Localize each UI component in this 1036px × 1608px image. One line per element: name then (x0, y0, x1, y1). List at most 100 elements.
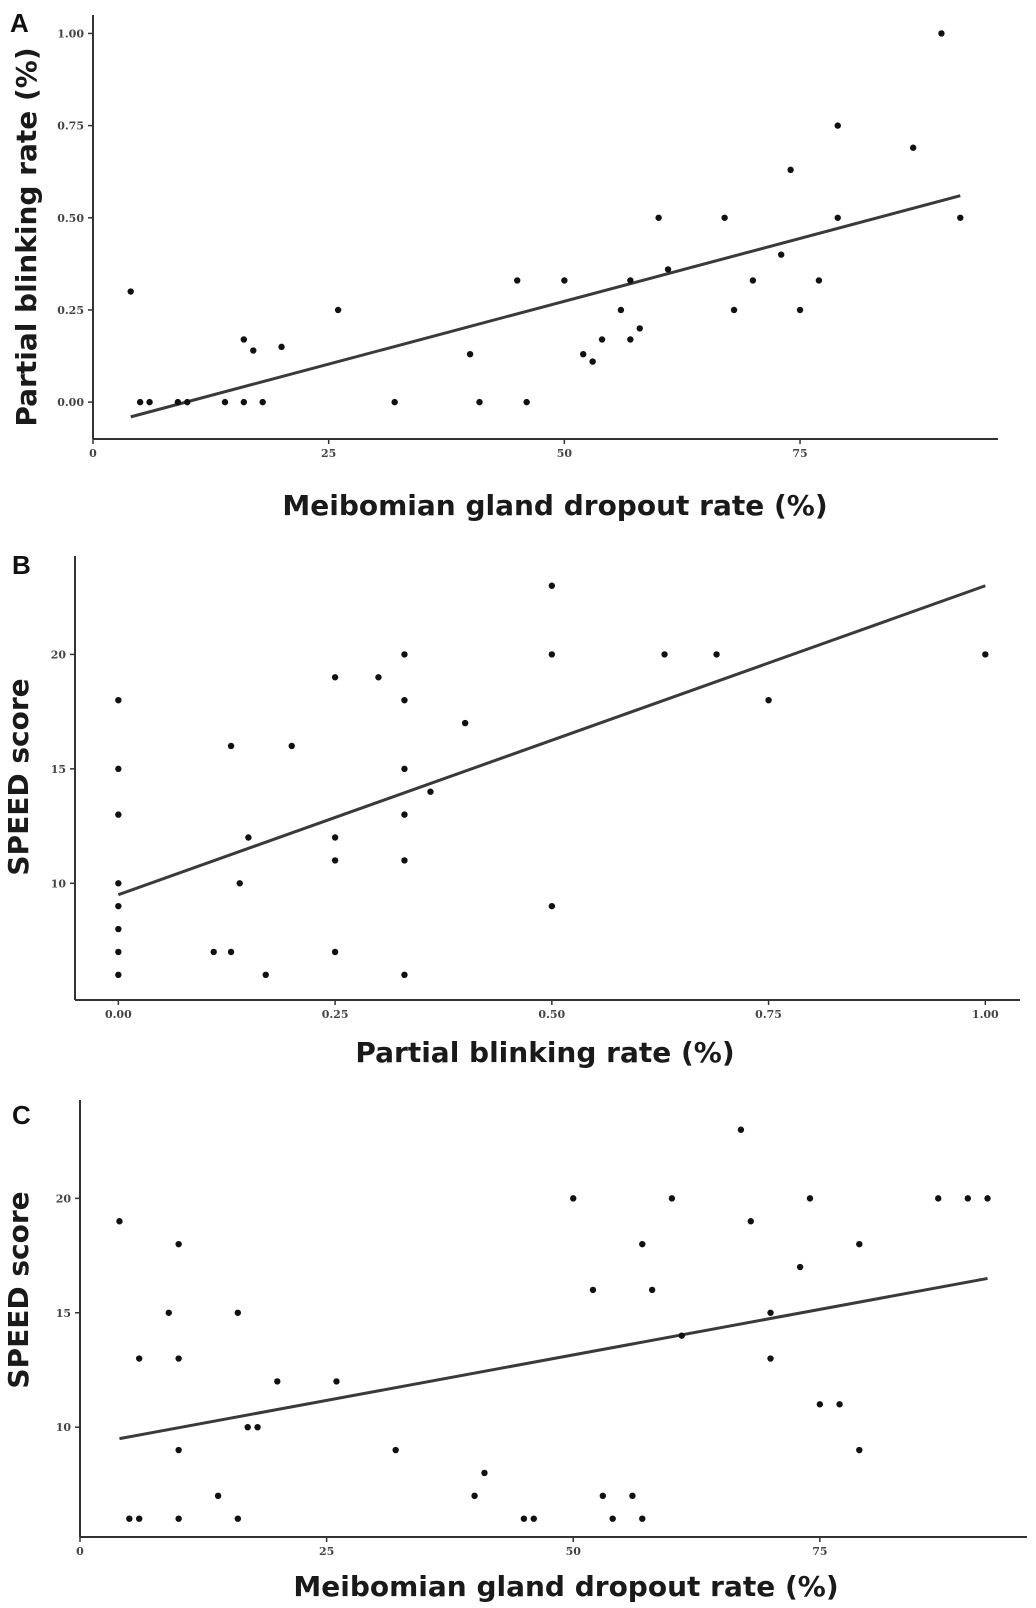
x-tick-label: 0.00 (105, 1008, 132, 1021)
y-tick-label: 10 (51, 877, 67, 890)
data-point (655, 214, 662, 221)
y-tick-label: 0.00 (57, 396, 84, 409)
data-point (401, 696, 408, 704)
panel-a: A 0 25 50 75 0.00 0.25 0.50 0.75 1.00 Meibomian … (10, 8, 998, 522)
data-point (331, 674, 339, 681)
data-point (935, 1195, 942, 1202)
data-point (244, 1423, 251, 1431)
x-axis-title-b: Partial blinking rate (%) (355, 1036, 734, 1069)
data-point (476, 398, 483, 406)
data-point (115, 971, 122, 979)
data-point (115, 696, 122, 704)
data-point (777, 251, 785, 258)
data-point (401, 765, 408, 773)
data-point (668, 1195, 676, 1202)
data-point (520, 1515, 528, 1522)
data-point (375, 674, 382, 681)
data-point (639, 1240, 646, 1248)
data-point (787, 166, 794, 174)
data-point (661, 651, 668, 658)
data-point (146, 398, 153, 406)
y-axis-title-a: Partial blinking rate (%) (10, 47, 43, 426)
data-point (175, 1515, 182, 1522)
x-axis-title-c: Meibomian gland dropout rate (%) (293, 1570, 838, 1603)
y-tick-label: 1.00 (57, 27, 84, 40)
data-point (115, 925, 122, 933)
data-point (331, 857, 339, 864)
data-point (331, 948, 339, 956)
x-tick-label: 75 (812, 1545, 827, 1558)
data-point (401, 857, 408, 864)
data-point (221, 398, 229, 406)
x-tick-label: 0.75 (755, 1008, 782, 1021)
x-axis-title-a: Meibomian gland dropout rate (%) (282, 489, 827, 522)
data-point (856, 1240, 863, 1248)
y-tick-label: 10 (56, 1421, 72, 1434)
data-point (629, 1492, 636, 1500)
data-point (127, 288, 134, 295)
data-point (175, 1240, 182, 1248)
data-point (471, 1492, 478, 1500)
trend-line-b (117, 584, 986, 897)
data-point (115, 765, 122, 773)
data-point (617, 306, 625, 314)
data-point (135, 1355, 143, 1362)
x-tick-label: 25 (319, 1545, 334, 1558)
data-point (598, 336, 606, 343)
data-point (806, 1195, 814, 1202)
data-point (957, 214, 964, 221)
data-point (135, 1515, 143, 1522)
data-point (392, 1446, 399, 1454)
data-point (561, 277, 568, 284)
data-point (184, 398, 191, 406)
data-point (713, 651, 720, 658)
x-tick-label: 75 (792, 447, 807, 460)
x-tick-label: 50 (566, 1545, 582, 1558)
data-point (548, 582, 556, 589)
data-point (115, 948, 122, 956)
data-point (627, 336, 634, 343)
data-point (570, 1195, 577, 1202)
data-point (580, 351, 587, 358)
data-point (834, 122, 841, 129)
trend-line-c (119, 1276, 988, 1441)
data-point (721, 214, 728, 221)
y-tick-label: 15 (56, 1307, 71, 1320)
x-tick-label: 25 (321, 447, 336, 460)
data-point (331, 834, 339, 841)
y-tick-label: 0.25 (57, 304, 84, 317)
data-point (227, 948, 235, 956)
data-point (227, 742, 235, 750)
data-point (964, 1195, 972, 1202)
panel-c: C 0 25 50 75 10 15 20 Meibomian gland dropout … (2, 1100, 1027, 1603)
data-point (234, 1309, 242, 1316)
data-point (737, 1126, 745, 1133)
data-point (627, 277, 634, 284)
data-point (796, 1263, 804, 1271)
data-point (834, 214, 841, 221)
data-point (240, 398, 248, 406)
data-point (126, 1515, 133, 1522)
data-point (401, 651, 408, 658)
data-point (816, 1401, 824, 1408)
y-tick-label: 15 (51, 763, 66, 776)
x-tick-label: 0.25 (322, 1008, 349, 1021)
data-point (730, 306, 738, 314)
data-point (174, 398, 182, 406)
data-point (262, 971, 269, 979)
data-point (115, 880, 122, 887)
data-point (466, 351, 474, 358)
data-point (589, 1286, 597, 1294)
data-point (214, 1492, 222, 1500)
x-tick-label: 0 (76, 1545, 84, 1558)
data-point (236, 880, 243, 887)
data-point (982, 651, 989, 658)
x-tick-label: 50 (557, 447, 573, 460)
data-point (514, 277, 521, 284)
x-tick-label: 0 (89, 447, 97, 460)
panel-letter-c: C (12, 1100, 31, 1130)
data-point (391, 398, 398, 406)
data-point (165, 1309, 172, 1316)
data-point (274, 1378, 281, 1385)
